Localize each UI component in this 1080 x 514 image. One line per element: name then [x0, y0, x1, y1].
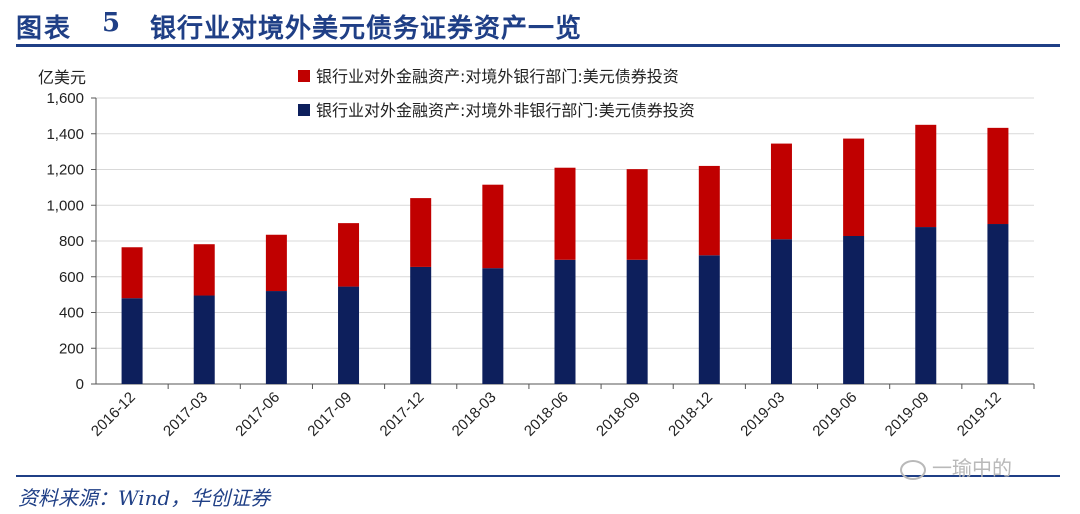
y-tick-label: 1,200 [46, 162, 84, 179]
x-tick-label: 2017-12 [377, 389, 428, 440]
bar-segment-nonbank [843, 235, 865, 384]
y-tick-label: 1,600 [46, 90, 84, 107]
bar-segment-nonbank [987, 224, 1009, 384]
x-tick-label: 2018-06 [521, 389, 572, 440]
bar-segment-nonbank [121, 298, 143, 384]
bar-segment-nonbank [698, 255, 720, 384]
bar-segment-nonbank [626, 259, 648, 384]
y-tick-label: 600 [59, 269, 84, 286]
bar-segment-nonbank [338, 286, 360, 384]
bar-segment-nonbank [770, 239, 792, 384]
legend-label-bank: 银行业对外金融资产:对境外银行部门:美元债券投资 [316, 67, 679, 86]
footer-rule [16, 475, 1060, 477]
watermark-text: 一瑜中的 [932, 456, 1012, 480]
bar-segment-bank [193, 244, 215, 296]
wechat-icon [900, 459, 926, 480]
bar-segment-bank [843, 138, 865, 236]
legend-swatch-bank [298, 70, 310, 82]
bar-segment-bank [987, 127, 1009, 225]
x-tick-label: 2019-03 [737, 389, 788, 440]
bar-layer [121, 124, 1009, 384]
x-tick-label: 2017-09 [304, 389, 355, 440]
x-tick-label: 2016-12 [88, 389, 139, 440]
x-tick-label: 2019-09 [882, 389, 933, 440]
header-rule [16, 44, 1060, 47]
bar-segment-bank [410, 198, 432, 267]
y-axis-unit: 亿美元 [38, 68, 86, 87]
chart-title: 银行业对境外美元债务证券资产一览 [150, 14, 583, 44]
bar-segment-nonbank [410, 266, 432, 384]
figure-header: 图表 5 银行业对境外美元债务证券资产一览 [16, 6, 1060, 44]
bar-segment-nonbank [265, 291, 287, 384]
bar-segment-bank [626, 169, 648, 260]
bar-segment-bank [482, 184, 504, 269]
x-tick-label: 2018-12 [665, 389, 716, 440]
watermark: 一瑜中的 [900, 452, 1012, 481]
figure-label: 图表 [16, 14, 73, 44]
y-tick-label: 200 [59, 340, 84, 357]
bar-segment-bank [554, 167, 576, 260]
bar-segment-bank [915, 124, 937, 228]
legend-label-nonbank: 银行业对外金融资产:对境外非银行部门:美元债券投资 [316, 101, 695, 120]
y-tick-label: 1,400 [46, 126, 84, 143]
stacked-bar-chart: 0 200 400 600 800 1,000 1,200 1,400 1,600 2016-12… [38, 67, 1035, 440]
bar-segment-bank [698, 165, 720, 256]
x-tick-label: 2018-03 [449, 389, 500, 440]
x-tick-label: 2018-09 [593, 389, 644, 440]
bar-segment-bank [770, 143, 792, 240]
bar-segment-nonbank [193, 295, 215, 384]
legend: 银行业对外金融资产:对境外银行部门:美元债券投资 银行业对外金融资产:对境外非银… [298, 67, 695, 120]
bar-segment-bank [121, 247, 143, 299]
y-tick-label: 800 [59, 233, 84, 250]
x-tick-label: 2019-12 [954, 389, 1005, 440]
y-tick-label: 1,000 [46, 197, 84, 214]
x-tick-label: 2017-03 [160, 389, 211, 440]
x-tick-label: 2017-06 [232, 389, 283, 440]
y-tick-label: 0 [76, 376, 84, 393]
x-tick-label: 2019-06 [809, 389, 860, 440]
y-tick-label: 400 [59, 305, 84, 322]
legend-swatch-nonbank [298, 104, 310, 116]
source-note: 资料来源：Wind，华创证券 [18, 486, 271, 510]
bar-segment-nonbank [554, 259, 576, 384]
bar-segment-nonbank [482, 268, 504, 384]
bar-segment-nonbank [915, 227, 937, 384]
figure-number: 5 [102, 8, 121, 38]
bar-segment-bank [338, 223, 360, 287]
bar-segment-bank [265, 234, 287, 292]
